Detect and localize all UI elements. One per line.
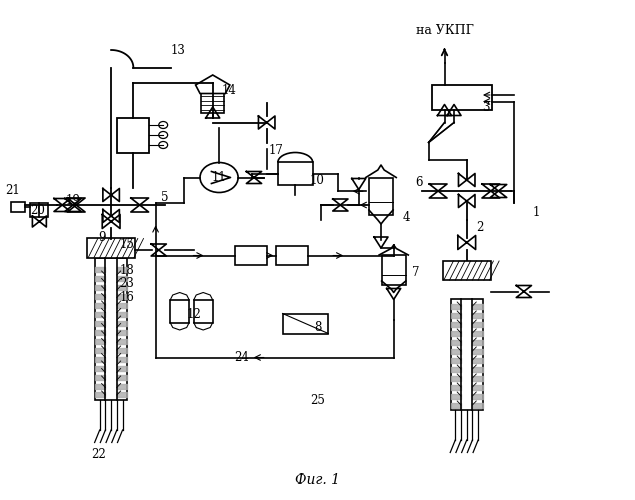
Text: 11: 11 xyxy=(211,171,227,184)
Text: 19: 19 xyxy=(65,194,81,206)
Text: 23: 23 xyxy=(119,277,135,290)
Circle shape xyxy=(159,142,168,148)
Text: 10: 10 xyxy=(310,174,325,186)
Text: 18: 18 xyxy=(119,264,135,276)
Bar xyxy=(276,246,308,265)
Text: Фиг. 1: Фиг. 1 xyxy=(295,473,340,487)
Text: 2: 2 xyxy=(476,221,483,234)
Text: 8: 8 xyxy=(314,321,321,334)
Bar xyxy=(201,94,224,112)
Polygon shape xyxy=(196,75,230,94)
Text: 13: 13 xyxy=(170,44,185,57)
Text: 5: 5 xyxy=(161,191,169,204)
Text: 20: 20 xyxy=(30,204,46,216)
Text: 25: 25 xyxy=(310,394,325,406)
Text: 9: 9 xyxy=(98,231,105,244)
Text: 22: 22 xyxy=(91,448,106,462)
Bar xyxy=(95,258,127,400)
Text: 17: 17 xyxy=(269,144,284,156)
Text: 16: 16 xyxy=(119,291,135,304)
Text: 1: 1 xyxy=(533,206,540,219)
Bar xyxy=(11,202,25,211)
Circle shape xyxy=(159,122,168,128)
Bar xyxy=(87,238,135,258)
Bar xyxy=(432,85,492,110)
Bar xyxy=(443,261,491,280)
Text: на УКПГ: на УКПГ xyxy=(415,24,474,36)
Bar xyxy=(170,300,189,322)
Bar xyxy=(194,300,213,322)
Text: 4: 4 xyxy=(403,211,410,224)
Text: 6: 6 xyxy=(415,176,423,189)
Bar xyxy=(117,118,149,152)
Bar xyxy=(235,246,267,265)
Bar xyxy=(382,255,406,285)
Bar xyxy=(283,314,328,334)
Bar xyxy=(451,299,483,410)
Text: 7: 7 xyxy=(412,266,420,279)
Circle shape xyxy=(200,162,238,192)
Bar xyxy=(30,202,48,216)
Circle shape xyxy=(159,132,168,138)
Text: 24: 24 xyxy=(234,351,249,364)
Text: 12: 12 xyxy=(186,308,201,322)
Text: 3: 3 xyxy=(482,101,490,114)
Text: 14: 14 xyxy=(221,84,236,96)
Text: 21: 21 xyxy=(5,184,20,198)
Bar xyxy=(369,178,393,215)
Bar xyxy=(278,162,312,185)
Text: 15: 15 xyxy=(119,238,135,252)
